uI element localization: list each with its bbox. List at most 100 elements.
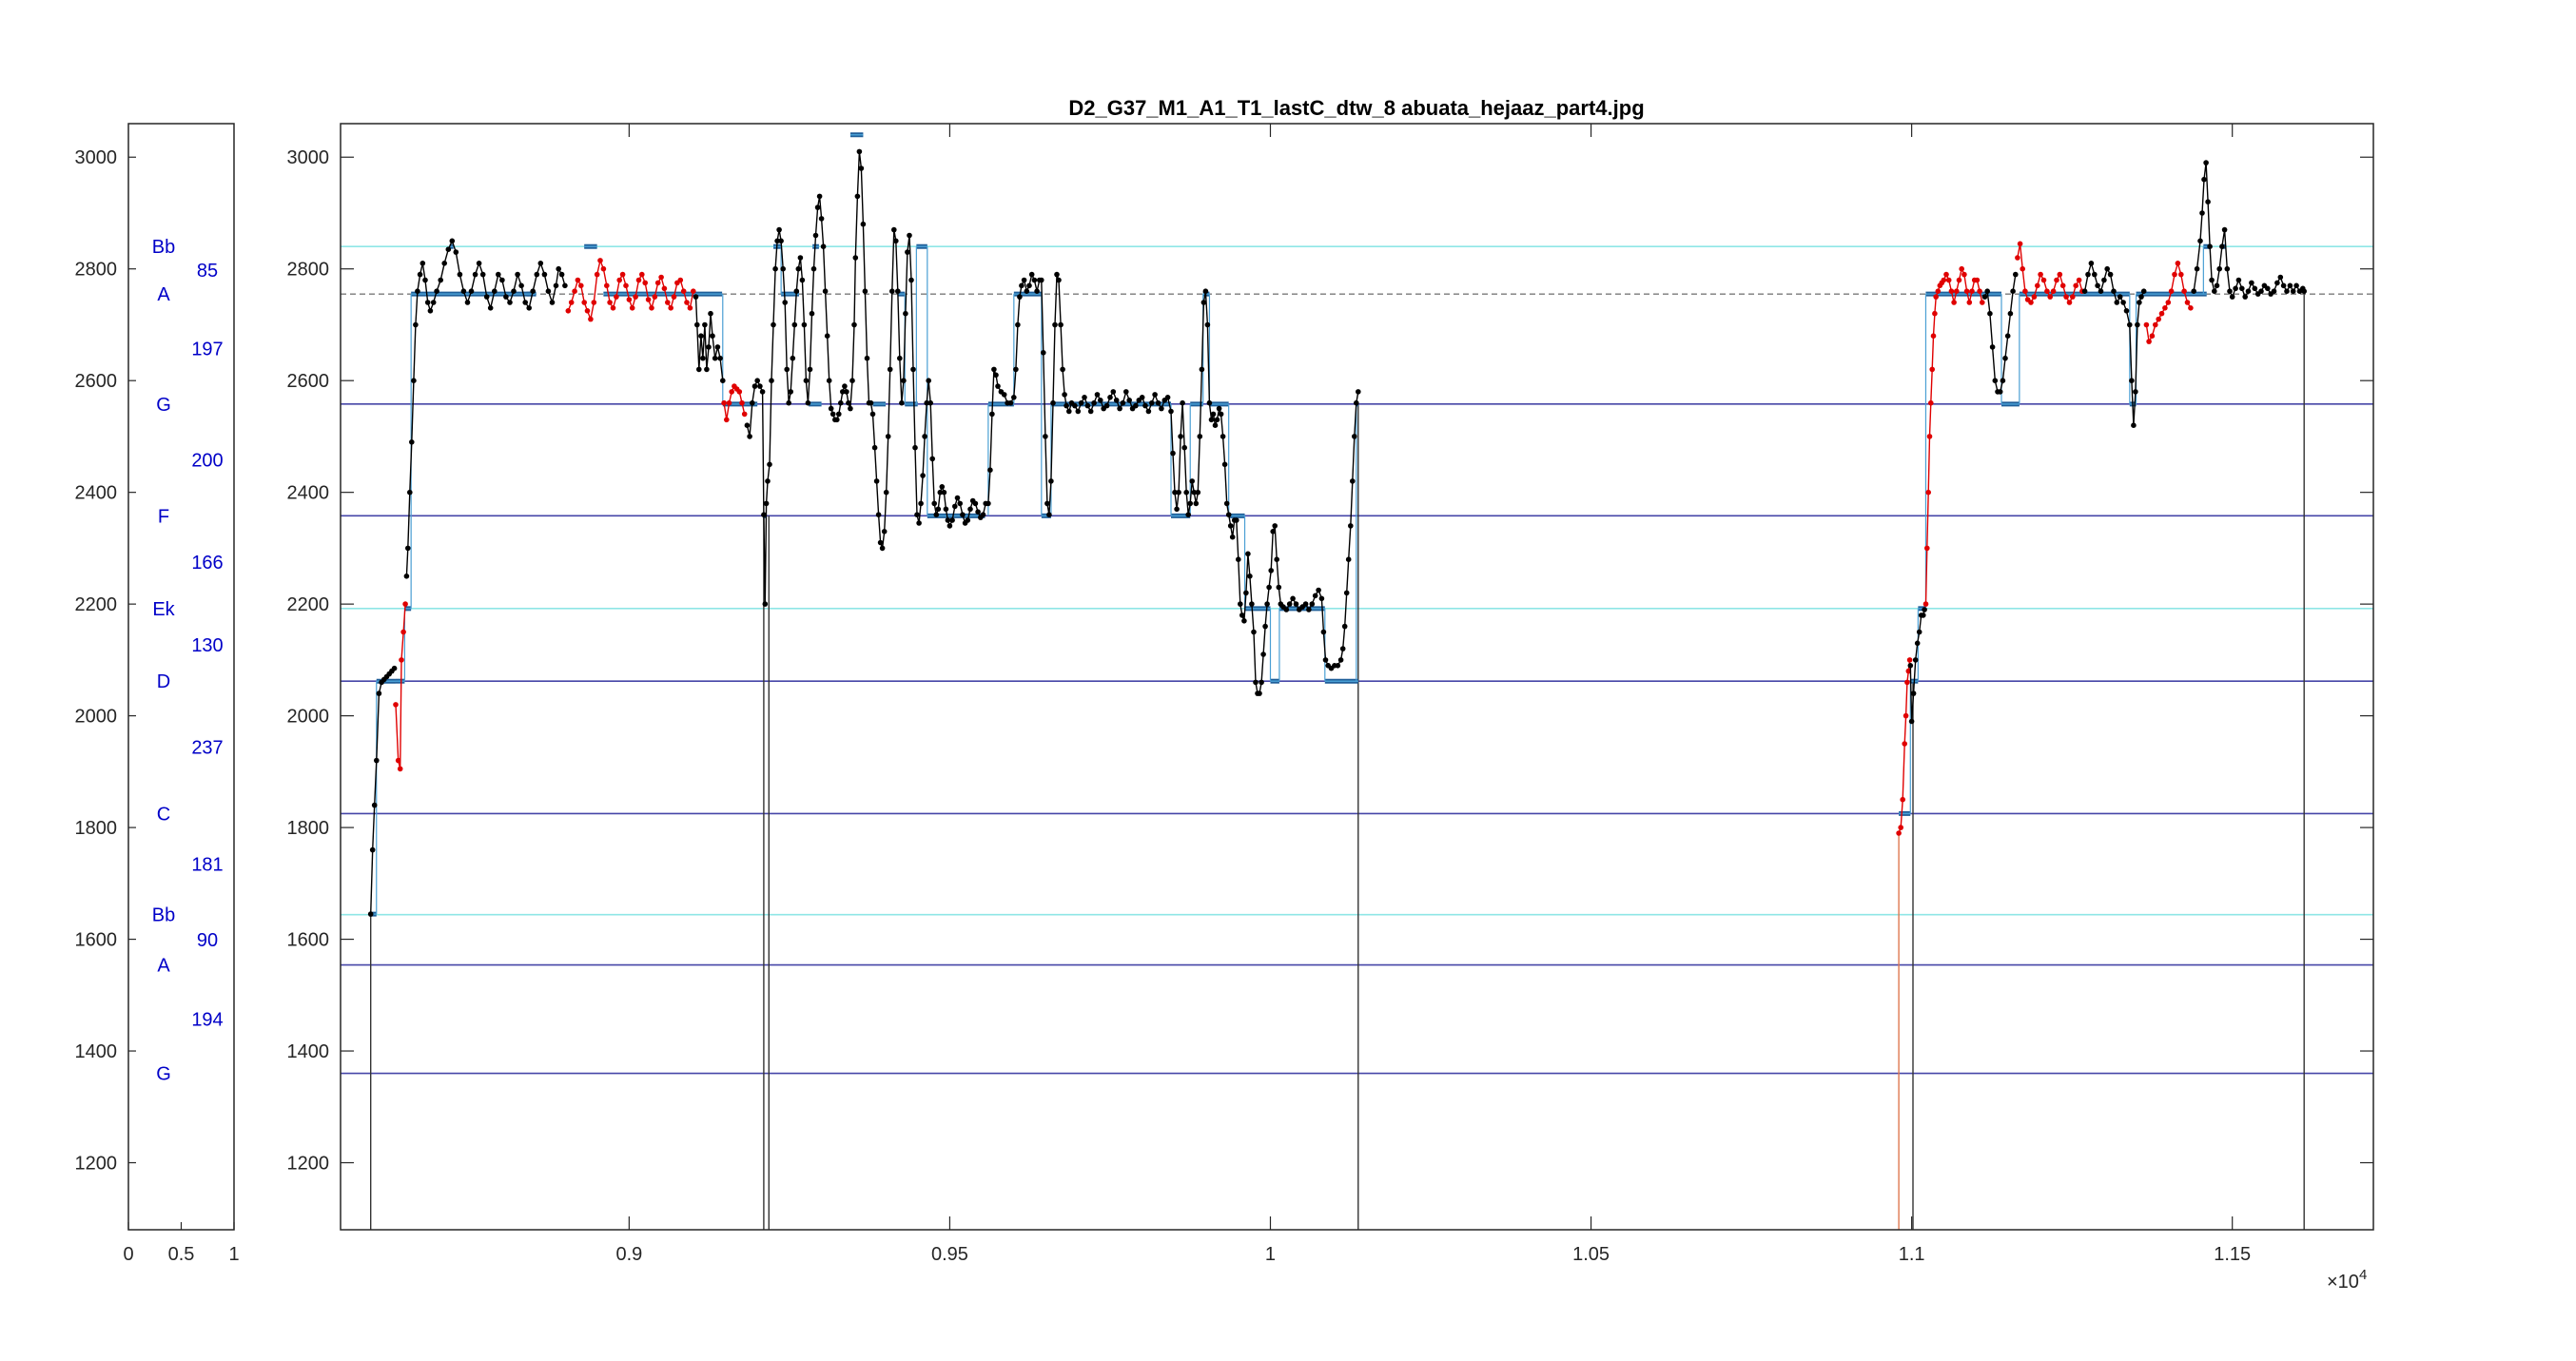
pitch-point	[468, 288, 475, 295]
pitch-point	[895, 288, 901, 295]
interval-labels: 85 197 200 166 130 237 181 90 194	[191, 261, 223, 1031]
pitch-plot-x-tick-label: 1.1	[1899, 1244, 1925, 1265]
pitch-point	[805, 399, 811, 406]
pitch-point	[828, 405, 834, 412]
pitch-point	[1017, 294, 1023, 300]
pitch-point	[871, 444, 878, 451]
pitch-plot-y-tick-label: 1400	[287, 1041, 330, 1062]
pitch-point	[1176, 489, 1181, 496]
pitch-point	[772, 265, 778, 272]
pitch-point	[799, 277, 806, 283]
pitch-point	[530, 288, 536, 295]
note-scale-y-ticks: 1200 1400 1600 1800 2000 2200 2400 2600 2800 3000	[75, 147, 136, 1175]
pitch-plot-x-tick-label: 1.05	[1572, 1244, 1610, 1265]
pitch-point	[1078, 399, 1084, 406]
pitch-point	[427, 308, 434, 314]
pitch-point	[1178, 434, 1183, 439]
pitch-point	[397, 766, 403, 772]
pitch-point	[2076, 277, 2082, 283]
pitch-point	[1048, 478, 1054, 484]
pitch-point	[989, 411, 995, 418]
pitch-point	[1963, 288, 1970, 295]
pitch-point	[1981, 294, 1988, 300]
pitch-point	[1123, 389, 1129, 395]
pitch-point	[2181, 288, 2187, 295]
chart-title: D2_G37_M1_A1_T1_lastC_dtw_8 abuata_hejaa…	[1068, 96, 1644, 120]
pitch-point	[1072, 402, 1078, 409]
pitch-point	[399, 657, 404, 663]
pitch-point	[2140, 288, 2147, 295]
note-name-label: F	[158, 506, 169, 527]
pitch-point	[369, 846, 376, 853]
pitch-point	[1195, 489, 1201, 496]
pitch-point	[1293, 601, 1299, 607]
pitch-point	[2153, 321, 2158, 328]
pitch-point	[1238, 601, 1243, 607]
pitch-plot-x-tick-label: 0.95	[931, 1244, 968, 1265]
pitch-point	[2227, 288, 2233, 295]
pitch-point	[1935, 288, 1942, 295]
pitch-point	[499, 277, 505, 283]
pitch-line	[2017, 243, 2083, 304]
pitch-plot-panel: 1200 1400 1600 1800 2000 2200 2400 2600 2800 3000…	[287, 96, 2374, 1293]
pitch-point	[2022, 288, 2028, 295]
pitch-point	[1309, 601, 1316, 607]
pitch-point	[849, 378, 855, 384]
pitch-point	[1216, 405, 1222, 412]
pitch-point	[1015, 321, 1021, 328]
pitch-point	[1225, 512, 1232, 517]
pitch-point	[588, 316, 594, 322]
note-name-label: D	[157, 671, 170, 692]
pitch-point	[367, 911, 374, 917]
pitch-point	[639, 271, 645, 278]
pitch-point	[1283, 607, 1290, 612]
note-scale-y-tick-label: 2000	[75, 707, 118, 728]
pitch-point	[980, 512, 986, 517]
pitch-point	[1170, 450, 1176, 457]
pitch-point	[2028, 300, 2034, 305]
pitch-point	[2007, 310, 2014, 317]
pitch-point	[2063, 294, 2069, 300]
pitch-point	[868, 399, 874, 406]
pitch-point	[881, 529, 888, 535]
pitch-point	[1007, 399, 1014, 406]
pitch-point	[945, 517, 951, 523]
pitch-point	[1290, 595, 1296, 602]
pitch-point	[1898, 825, 1903, 830]
pitch-point	[1227, 523, 1234, 529]
interval-label: 181	[191, 854, 223, 875]
pitch-point	[642, 280, 648, 286]
pitch-point	[736, 389, 743, 395]
pitch-point	[1236, 556, 1241, 562]
pitch-point	[391, 665, 398, 671]
pitch-point	[986, 500, 991, 507]
pitch-point	[1084, 402, 1091, 409]
pitch-point	[885, 434, 891, 439]
pitch-point	[1133, 402, 1139, 409]
pitch-point	[2201, 176, 2207, 183]
pitch-point	[924, 399, 929, 406]
pitch-point	[993, 372, 999, 379]
pitch-point	[1091, 399, 1097, 406]
pitch-point	[537, 261, 544, 266]
pitch-point	[1928, 399, 1934, 406]
pitch-point	[649, 305, 654, 311]
pitch-point	[1050, 399, 1056, 406]
pitch-point	[677, 277, 684, 283]
pitch-point	[1155, 399, 1161, 406]
pitch-point	[2138, 294, 2144, 300]
note-name-label: C	[157, 804, 170, 825]
pitch-point	[1941, 277, 1947, 283]
pitch-point	[1266, 584, 1272, 591]
pitch-point	[1272, 523, 1278, 529]
pitch-point	[1243, 590, 1249, 596]
pitch-point	[1183, 489, 1189, 496]
pitch-point	[1260, 651, 1266, 657]
pitch-point	[826, 378, 832, 384]
pitch-point	[1056, 277, 1062, 283]
pitch-point	[405, 545, 411, 552]
pitch-point	[957, 500, 963, 507]
pitch-point	[1120, 399, 1126, 406]
pitch-point	[937, 489, 944, 496]
pitch-point	[1075, 408, 1082, 415]
